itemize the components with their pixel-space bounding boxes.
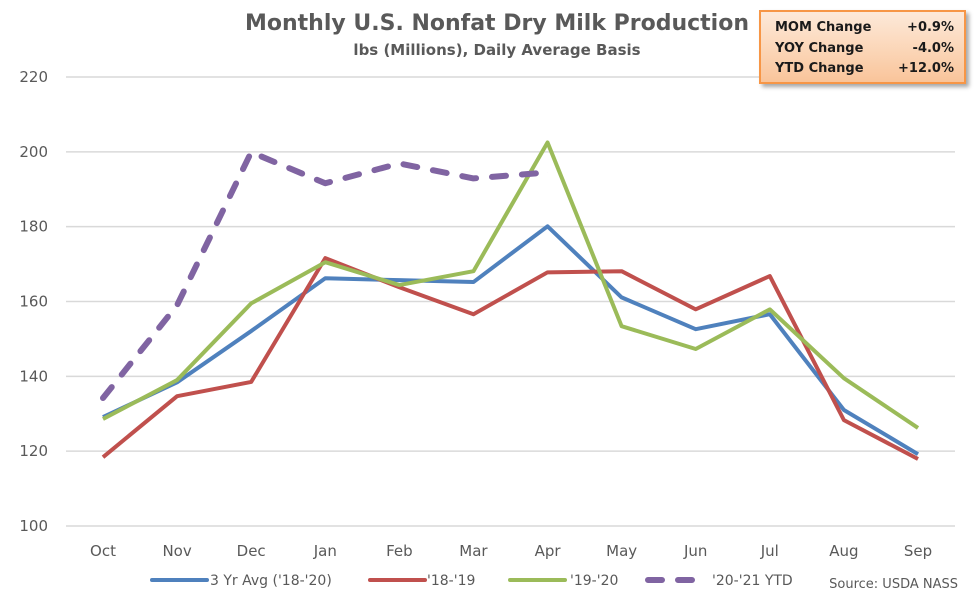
- legend-label: '18-'19: [427, 573, 475, 589]
- x-tick-label: Sep: [904, 542, 932, 560]
- series-lines: [100, 140, 920, 461]
- y-tick-label: 140: [19, 367, 48, 385]
- x-tick-label: Apr: [535, 542, 562, 560]
- series-line-2: [102, 140, 920, 430]
- x-tick-label: Oct: [90, 542, 116, 560]
- source-note: Source: USDA NASS: [829, 577, 958, 592]
- x-tick-label: Feb: [386, 542, 413, 560]
- change-summary-box: MOM Change +0.9% YOY Change -4.0% YTD Ch…: [759, 10, 966, 84]
- x-tick-label: Dec: [237, 542, 266, 560]
- y-tick-label: 100: [19, 517, 48, 535]
- legend-label: 3 Yr Avg ('18-'20): [210, 573, 332, 589]
- y-axis-ticks: 100 120 140 160 180 200 220: [19, 68, 48, 535]
- x-tick-label: Nov: [162, 542, 191, 560]
- legend-label: '19-'20: [570, 573, 618, 589]
- stat-label: MOM Change: [775, 20, 872, 35]
- legend-item: '19-'20: [508, 573, 618, 589]
- stat-label: YOY Change: [775, 40, 864, 56]
- stat-row-mom: MOM Change +0.9%: [775, 18, 954, 39]
- y-tick-label: 220: [19, 68, 48, 86]
- legend-item: '20-'21 YTD: [645, 573, 793, 589]
- x-tick-label: Jan: [313, 542, 337, 560]
- series-line-1: [101, 256, 919, 461]
- x-tick-label: May: [606, 542, 637, 560]
- x-axis-ticks: Oct Nov Dec Jan Feb Mar Apr May Jun Jul Aug Sep: [90, 542, 932, 560]
- y-tick-label: 160: [19, 293, 48, 311]
- y-tick-label: 200: [19, 143, 48, 161]
- x-tick-label: Aug: [829, 542, 858, 560]
- x-tick-label: Jun: [683, 542, 707, 560]
- x-tick-label: Mar: [459, 542, 488, 560]
- stat-row-ytd: YTD Change +12.0%: [775, 59, 954, 80]
- gridlines: [66, 76, 955, 527]
- x-tick-label: Jul: [760, 542, 779, 560]
- stat-value: -4.0%: [912, 40, 954, 56]
- legend-item: 3 Yr Avg ('18-'20): [150, 573, 332, 589]
- y-tick-label: 180: [19, 218, 48, 236]
- stat-value: +12.0%: [898, 61, 954, 76]
- series-line-0: [102, 224, 920, 456]
- chart-title: Monthly U.S. Nonfat Dry Milk Production: [245, 11, 749, 36]
- legend: 3 Yr Avg ('18-'20) '18-'19 '19-'20 '20-'21 …: [150, 573, 793, 589]
- y-tick-label: 120: [19, 442, 48, 460]
- stat-row-yoy: YOY Change -4.0%: [775, 39, 954, 60]
- stat-label: YTD Change: [775, 61, 864, 76]
- chart-subtitle: lbs (Millions), Daily Average Basis: [353, 41, 640, 59]
- legend-item: '18-'19: [368, 573, 475, 589]
- stat-value: +0.9%: [907, 20, 954, 35]
- legend-label: '20-'21 YTD: [712, 573, 793, 589]
